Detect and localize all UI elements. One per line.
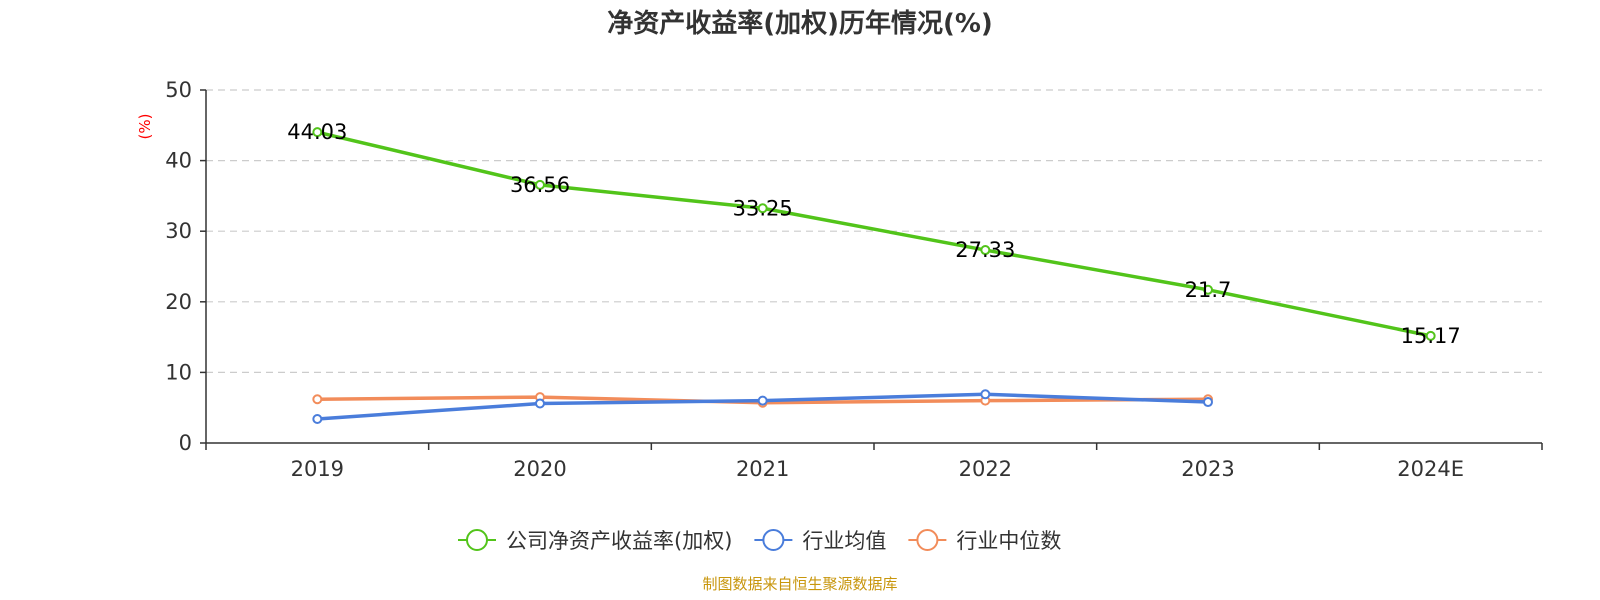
legend-marker-icon — [762, 529, 785, 551]
data-label: 27.33 — [955, 238, 1015, 262]
legend[interactable]: 公司净资产收益率(加权) 行业均值 行业中位数 — [458, 529, 1061, 553]
legend-marker-icon — [916, 529, 939, 551]
series-lines — [312, 127, 1436, 424]
data-label: 21.7 — [1185, 278, 1232, 302]
data-point — [1425, 330, 1436, 341]
grid-lines — [206, 89, 1542, 373]
x-tick-label: 2021 — [736, 457, 789, 481]
data-labels: 44.03 36.56 33.25 27.33 21.7 15.17 — [287, 120, 1460, 348]
y-tick-label: 30 — [165, 219, 192, 243]
legend-item[interactable]: 公司净资产收益率(加权) — [458, 529, 732, 553]
x-tick-label: 2023 — [1181, 457, 1234, 481]
legend-marker-icon — [466, 529, 488, 551]
source-note: 制图数据来自恒生聚源数据库 — [702, 575, 897, 593]
data-point — [1203, 397, 1213, 408]
data-label: 33.25 — [733, 196, 793, 220]
data-point — [757, 395, 768, 406]
data-point — [757, 203, 768, 214]
legend-item[interactable]: 行业均值 — [754, 529, 886, 553]
y-tick-label: 20 — [165, 290, 192, 314]
legend-item[interactable]: 行业中位数 — [908, 529, 1061, 553]
data-point — [312, 413, 323, 424]
y-tick-label: 0 — [179, 431, 192, 455]
data-label: 15.17 — [1401, 324, 1461, 348]
legend-label: 行业均值 — [802, 529, 886, 553]
data-label: 36.56 — [510, 173, 570, 197]
y-tick-label: 10 — [165, 360, 192, 384]
axes: 0 10 20 30 40 50 2019 2020 2021 2022 2023 2024E — [165, 78, 1543, 481]
data-label: 44.03 — [287, 120, 347, 144]
chart-title: 净资产收益率(加权)历年情况(%) — [607, 8, 993, 39]
data-point — [980, 389, 991, 400]
data-point — [980, 245, 991, 256]
data-point — [535, 398, 545, 409]
legend-label: 行业中位数 — [956, 529, 1061, 553]
x-tick-label: 2020 — [513, 457, 566, 481]
data-point — [1203, 284, 1213, 295]
data-point — [535, 179, 545, 190]
x-tick-label: 2024E — [1397, 457, 1464, 481]
data-point — [312, 394, 323, 405]
y-axis-label: (%) — [136, 114, 154, 140]
y-tick-label: 50 — [165, 78, 192, 102]
y-tick-label: 40 — [165, 149, 192, 173]
data-point — [312, 127, 323, 138]
x-tick-label: 2019 — [291, 457, 344, 481]
x-tick-label: 2022 — [959, 457, 1012, 481]
series-line — [316, 130, 1432, 338]
legend-label: 公司净资产收益率(加权) — [506, 529, 732, 553]
